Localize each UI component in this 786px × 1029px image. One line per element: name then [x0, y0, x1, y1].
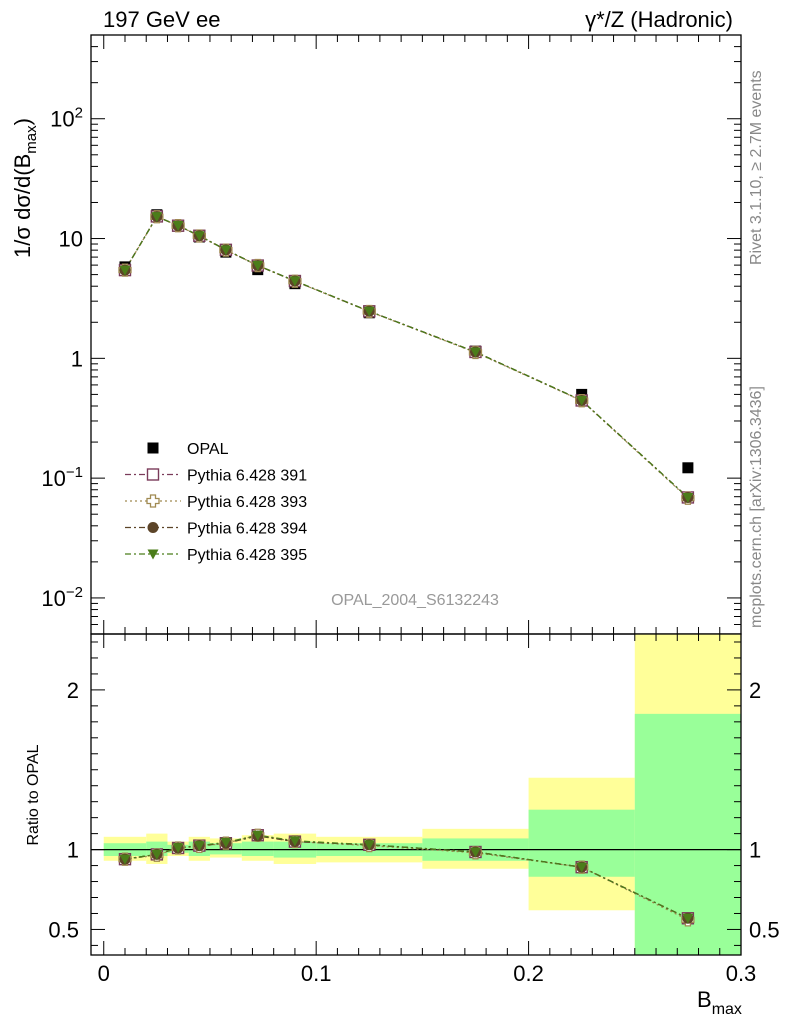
mc-point-4 [172, 220, 184, 231]
x-axis-title: Bmax [697, 987, 742, 1018]
ratio-point-4 [151, 849, 163, 860]
y-tick-label: 10 [59, 227, 83, 252]
ratio-y-tick-label: 0.5 [48, 917, 79, 942]
y-tick-label: 102 [50, 105, 83, 132]
ratio-point-4 [363, 840, 375, 851]
x-axis-subscript: max [712, 1001, 742, 1018]
ratio-y-tick-label: 2 [67, 678, 79, 703]
ratio-point-4 [220, 837, 232, 848]
y-tick-label: 10−1 [41, 464, 83, 491]
ratio-point-4 [576, 862, 588, 873]
x-tick-label: 0 [98, 961, 110, 986]
mc-point-4 [576, 395, 588, 406]
legend-marker [146, 494, 160, 508]
legend-marker [146, 468, 160, 481]
mc-point-4 [119, 265, 131, 276]
mcplots-label: mcplots.cern.ch [arXiv:1306.3436] [748, 386, 765, 628]
x-tick-label: 0.2 [513, 961, 544, 986]
analysis-watermark: OPAL_2004_S6132243 [331, 592, 499, 609]
mc-point-4 [469, 347, 481, 358]
mc-point-4 [682, 492, 694, 503]
y-tick-label: 10−2 [41, 584, 83, 611]
legend-label: OPAL [187, 441, 229, 458]
x-tick-label: 0.3 [726, 961, 757, 986]
ratio-panel: 0.5 0.5 1 1 2 2 [48, 633, 780, 956]
main-y-axis-title: 1/σ dσ/d(Bmax) [10, 118, 40, 258]
y-tick-label: 1 [71, 346, 83, 371]
ratio-point-4 [172, 843, 184, 854]
legend-marker [147, 549, 159, 560]
mc-point-4 [193, 231, 205, 242]
y-axis-subscript: max [23, 125, 40, 154]
legend-label: Pythia 6.428 393 [187, 494, 307, 511]
ratio-frame [90, 633, 742, 956]
ratio-point-4 [469, 847, 481, 858]
process-label: γ*/Z (Hadronic) [585, 7, 733, 32]
rivet-label: Rivet 3.1.10, ≥ 2.7M events [748, 70, 765, 265]
legend-label: Pythia 6.428 394 [187, 521, 307, 538]
ratio-y-tick-label-right: 1 [749, 838, 761, 863]
ratio-y-tick-label-right: 2 [749, 678, 761, 703]
energy-label: 197 GeV ee [103, 7, 220, 32]
mc-point-4 [151, 212, 163, 223]
ratio-point-4 [682, 913, 694, 924]
legend-marker [147, 522, 159, 533]
legend-label: Pythia 6.428 395 [187, 547, 307, 564]
ratio-y-tick-label: 1 [67, 838, 79, 863]
ratio-y-tick-label-right: 0.5 [749, 917, 780, 942]
ratio-point-4 [252, 830, 264, 841]
ratio-band-inner [241, 841, 274, 856]
mc-point-4 [363, 306, 375, 317]
ratio-point-4 [119, 854, 131, 865]
ratio-point-4 [289, 836, 301, 847]
mc-point-4 [252, 260, 264, 271]
legend-label: Pythia 6.428 391 [187, 468, 307, 485]
mc-point-4 [289, 276, 301, 287]
mc-point-4 [220, 245, 232, 256]
main-panel: 10−2 10−1 1 10 102 OPAL Pythia 6.428 391 Pythia… [41, 34, 742, 635]
legend-marker [147, 442, 159, 454]
legend: OPAL Pythia 6.428 391 Pythia 6.428 393 Pyth… [125, 441, 307, 564]
main-frame [90, 34, 742, 635]
opal-data-point [682, 462, 694, 474]
x-tick-label: 0.1 [301, 961, 332, 986]
ratio-y-axis-title: Ratio to OPAL [25, 744, 42, 845]
ratio-point-4 [193, 841, 205, 852]
